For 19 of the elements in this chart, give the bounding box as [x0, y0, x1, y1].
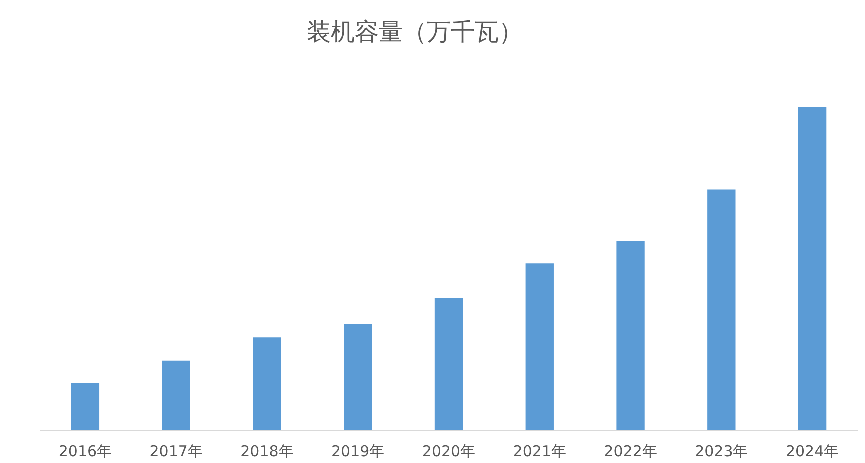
- bar: [798, 107, 827, 430]
- bar: [162, 360, 190, 430]
- x-tick-label: 2024年: [786, 442, 840, 460]
- chart-title: 装机容量（万千瓦）: [307, 18, 523, 46]
- x-tick-label: 2017年: [150, 442, 203, 460]
- bar: [434, 298, 464, 430]
- x-tick-label: 2016年: [58, 442, 112, 460]
- x-tick-label: 2018年: [240, 442, 294, 460]
- bar: [616, 241, 645, 430]
- bar: [253, 338, 282, 430]
- bar: [526, 264, 554, 430]
- x-tick-label: 2023年: [695, 442, 748, 460]
- bar: [344, 324, 372, 430]
- bar: [71, 383, 100, 430]
- bar: [708, 190, 736, 430]
- x-tick-label: 2019年: [332, 442, 385, 460]
- x-tick-label: 2022年: [604, 442, 658, 460]
- x-tick-label: 2021年: [513, 442, 566, 460]
- x-tick-label: 2020年: [422, 442, 476, 460]
